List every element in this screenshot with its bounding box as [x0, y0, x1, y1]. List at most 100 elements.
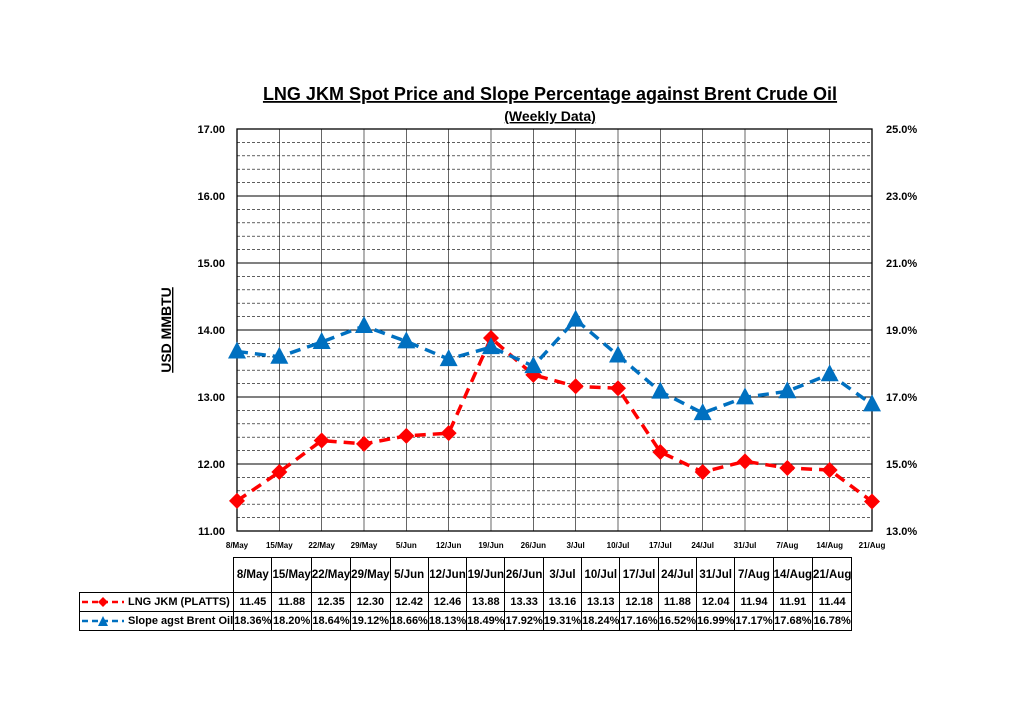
- table-value-cell: 18.24%: [581, 611, 621, 631]
- x-tick-label: 7/Aug: [776, 541, 798, 550]
- x-tick-label: 26/Jun: [521, 541, 546, 550]
- y2-tick-label: 23.0%: [886, 191, 917, 203]
- data-table: 8/May 15/May 22/May 29/May 5/Jun 12/Jun 19/Jun…: [78, 557, 853, 631]
- x-tick-label: 31/Jul: [734, 541, 757, 550]
- data-point-0: [610, 380, 626, 397]
- table-value-cell: 12.42: [389, 592, 429, 612]
- table-header-cell: 19/Jun: [466, 557, 506, 593]
- data-point-1: [312, 332, 331, 350]
- table-value-cell: 11.88: [657, 592, 698, 612]
- legend-key-slope: [82, 616, 124, 627]
- data-point-1: [736, 387, 754, 405]
- y-tick-label: 13.00: [197, 392, 225, 404]
- data-point-1: [820, 364, 839, 382]
- table-value-cell: 11.94: [734, 592, 774, 612]
- data-point-1: [609, 345, 627, 363]
- y2-tick-label: 25.0%: [886, 124, 917, 136]
- data-point-0: [779, 460, 796, 477]
- y-tick-label: 17.00: [197, 124, 225, 136]
- series-line-1: [236, 317, 874, 415]
- y-tick-label: 16.00: [197, 191, 225, 203]
- table-value-cell: 17.16%: [619, 611, 659, 631]
- data-point-0: [821, 462, 838, 479]
- x-tick-label: 17/Jul: [649, 541, 672, 550]
- data-point-0: [398, 427, 415, 444]
- table-value-cell: 12.04: [696, 592, 736, 612]
- data-point-0: [652, 443, 669, 460]
- data-point-0: [864, 493, 880, 510]
- table-header-cell: 10/Jul: [581, 557, 621, 593]
- x-tick-label: 3/Jul: [567, 541, 585, 550]
- data-point-1: [228, 341, 246, 359]
- table-value-cell: 16.78%: [811, 611, 853, 631]
- chart-subtitle: (Weekly Data): [504, 108, 596, 124]
- y-axis-label: USD MMBTU: [158, 287, 174, 373]
- table-value-cell: 13.33: [504, 592, 544, 612]
- table-value-cell: 17.17%: [734, 611, 774, 631]
- data-point-1: [566, 309, 585, 327]
- table-header-cell: 21/Aug: [811, 557, 853, 593]
- x-tick-label: 19/Jun: [478, 541, 503, 550]
- x-tick-label: 29/May: [351, 541, 378, 550]
- x-tick-label: 15/May: [266, 541, 293, 550]
- table-header-cell: 12/Jun: [427, 557, 468, 593]
- x-tick-label: 12/Jun: [436, 541, 461, 550]
- table-value-cell: 18.13%: [427, 611, 468, 631]
- table-value-cell: 19.12%: [350, 611, 391, 631]
- table-value-cell: 11.91: [772, 592, 814, 612]
- data-table-row-slope: Slope agst Brent Oil 18.36% 18.20% 18.64% 1…: [78, 611, 853, 631]
- y-tick-label: 12.00: [197, 459, 225, 471]
- x-tick-label: 8/May: [226, 541, 249, 550]
- grid: [236, 128, 873, 532]
- data-table-row-jkm: LNG JKM (PLATTS) 11.45 11.88 12.35 12.30 12.…: [78, 592, 853, 612]
- data-point-1: [778, 381, 797, 399]
- y2-tick-label: 19.0%: [886, 325, 917, 337]
- data-point-1: [270, 346, 289, 364]
- table-header-cell: 3/Jul: [542, 557, 583, 593]
- table-value-cell: 13.16: [542, 592, 583, 612]
- y-tick-label: 14.00: [197, 325, 225, 337]
- y-tick-label: 11.00: [198, 526, 225, 538]
- y2-tick-label: 17.0%: [886, 392, 917, 404]
- data-point-0: [271, 464, 288, 481]
- table-header-cell: 29/May: [350, 557, 391, 593]
- y2-tick-label: 21.0%: [886, 258, 917, 270]
- data-table-corner: [80, 558, 234, 593]
- data-point-1: [693, 403, 712, 421]
- data-point-1: [524, 356, 543, 374]
- data-table-header-row: 8/May 15/May 22/May 29/May 5/Jun 12/Jun 19/Jun…: [80, 557, 853, 593]
- table-header-cell: 8/May: [233, 557, 273, 593]
- data-point-0: [229, 492, 245, 509]
- data-point-0: [356, 435, 372, 452]
- table-value-cell: 12.35: [310, 592, 352, 612]
- table-header-cell: 15/May: [271, 557, 312, 593]
- table-header-cell: 26/Jun: [504, 557, 544, 593]
- series-line-0: [236, 335, 874, 503]
- legend-key-jkm: [82, 597, 124, 608]
- table-value-cell: 17.92%: [504, 611, 544, 631]
- table-header-cell: 5/Jun: [389, 557, 429, 593]
- x-tick-label: 10/Jul: [607, 541, 630, 550]
- y2-tick-label: 15.0%: [886, 459, 917, 471]
- table-value-cell: 18.36%: [233, 611, 273, 631]
- chart-title: LNG JKM Spot Price and Slope Percentage …: [263, 84, 837, 104]
- y2-tick-label: 13.0%: [886, 526, 917, 538]
- table-value-cell: 11.88: [271, 592, 312, 612]
- table-value-cell: 13.88: [466, 592, 506, 612]
- table-value-cell: 11.45: [233, 592, 273, 612]
- data-point-1: [397, 331, 416, 349]
- data-point-0: [567, 378, 584, 395]
- series: [228, 309, 881, 510]
- table-value-cell: 18.49%: [466, 611, 506, 631]
- data-point-1: [355, 315, 373, 333]
- legend-label-jkm: LNG JKM (PLATTS): [128, 595, 230, 608]
- table-value-cell: 12.46: [427, 592, 468, 612]
- y-tick-label: 15.00: [197, 258, 225, 270]
- data-point-1: [439, 349, 458, 367]
- table-value-cell: 17.68%: [772, 611, 814, 631]
- x-tick-label: 14/Aug: [816, 541, 843, 550]
- x-tick-label: 5/Jun: [396, 541, 417, 550]
- x-tick-label: 22/May: [308, 541, 335, 550]
- axis-ticks: 11.00 12.00 13.00 14.00 15.00 16.00 17.00 13.0%…: [197, 124, 917, 550]
